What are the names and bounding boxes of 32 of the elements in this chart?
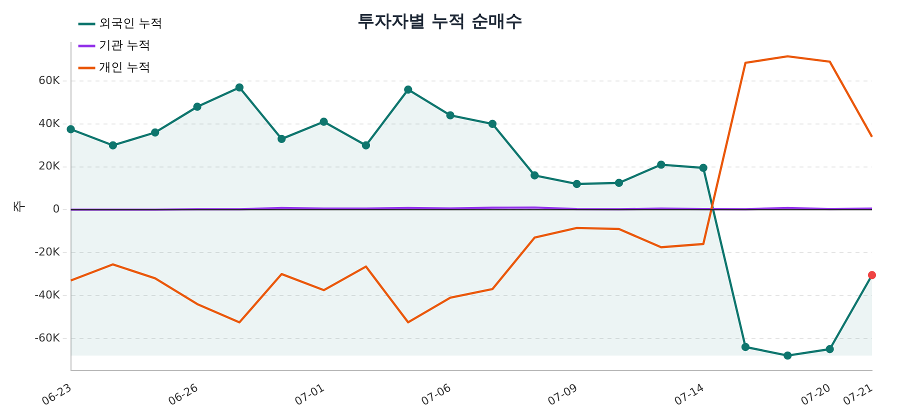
point xyxy=(741,342,750,352)
point xyxy=(530,171,539,180)
y-tick-label: 20K xyxy=(38,160,61,173)
point xyxy=(66,125,75,134)
point xyxy=(657,160,666,169)
legend-label: 개인 누적 xyxy=(98,60,151,74)
y-axis-title: 주 xyxy=(12,200,28,213)
point xyxy=(784,351,792,360)
y-tick-label: 0 xyxy=(52,202,60,216)
point xyxy=(699,164,708,172)
chart-title: 투자자별 누적 순매수 xyxy=(358,12,522,32)
y-tick-label: 60K xyxy=(38,74,61,87)
point xyxy=(404,85,412,94)
y-tick-label: 40K xyxy=(38,116,61,130)
legend-label: 기관 누적 xyxy=(98,38,151,52)
y-tick-label: -20K xyxy=(34,245,61,258)
point xyxy=(614,178,624,187)
point xyxy=(278,134,286,144)
legend-label: 외국인 누적 xyxy=(98,16,163,30)
point xyxy=(362,141,370,150)
point xyxy=(868,271,876,280)
point xyxy=(826,345,834,354)
point xyxy=(151,128,160,137)
point xyxy=(193,102,202,111)
point xyxy=(446,111,454,120)
point xyxy=(320,118,328,126)
point xyxy=(235,83,244,92)
y-tick-label: -40K xyxy=(34,288,61,302)
point xyxy=(488,120,497,128)
point xyxy=(572,180,581,188)
point xyxy=(108,141,118,150)
y-tick-label: -60K xyxy=(34,331,61,344)
